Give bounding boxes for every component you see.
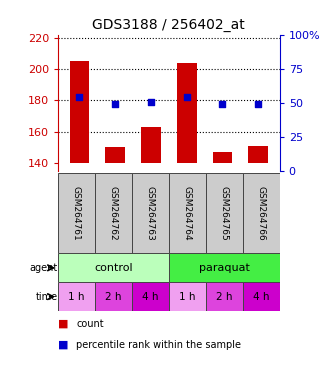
Bar [206,173,243,253]
Text: ■: ■ [58,319,69,329]
Text: agent: agent [29,263,58,273]
Bar [95,282,132,311]
Point [184,94,189,100]
Text: control: control [94,263,133,273]
Bar [177,63,197,163]
Text: time: time [35,291,58,302]
Point [220,101,225,107]
Bar [248,146,268,163]
Text: 2 h: 2 h [105,291,121,302]
Bar [213,152,232,163]
Bar [243,282,280,311]
Bar [206,282,243,311]
Bar [132,282,169,311]
Text: percentile rank within the sample: percentile rank within the sample [76,340,241,350]
Text: GSM264761: GSM264761 [72,186,81,240]
Bar [169,282,206,311]
Bar [58,173,95,253]
Text: 4 h: 4 h [142,291,159,302]
Text: 2 h: 2 h [216,291,232,302]
Bar [141,127,161,163]
Text: GSM264764: GSM264764 [183,186,192,240]
Text: GSM264766: GSM264766 [257,186,266,240]
Bar [95,173,132,253]
Title: GDS3188 / 256402_at: GDS3188 / 256402_at [92,18,245,32]
Text: 1 h: 1 h [179,291,196,302]
Bar [169,173,206,253]
Bar [132,173,169,253]
Bar [58,253,169,282]
Text: GSM264762: GSM264762 [109,186,118,240]
Point [77,94,82,100]
Bar [58,282,95,311]
Point [113,101,118,107]
Bar [169,253,280,282]
Point [148,99,154,105]
Point [256,101,261,107]
Text: count: count [76,319,104,329]
Text: GSM264763: GSM264763 [146,186,155,240]
Text: GSM264765: GSM264765 [220,186,229,240]
Bar [105,147,125,163]
Bar [243,173,280,253]
Bar [70,61,89,163]
Text: paraquat: paraquat [199,263,250,273]
Text: ■: ■ [58,340,69,350]
Text: 1 h: 1 h [68,291,85,302]
Text: 4 h: 4 h [253,291,269,302]
